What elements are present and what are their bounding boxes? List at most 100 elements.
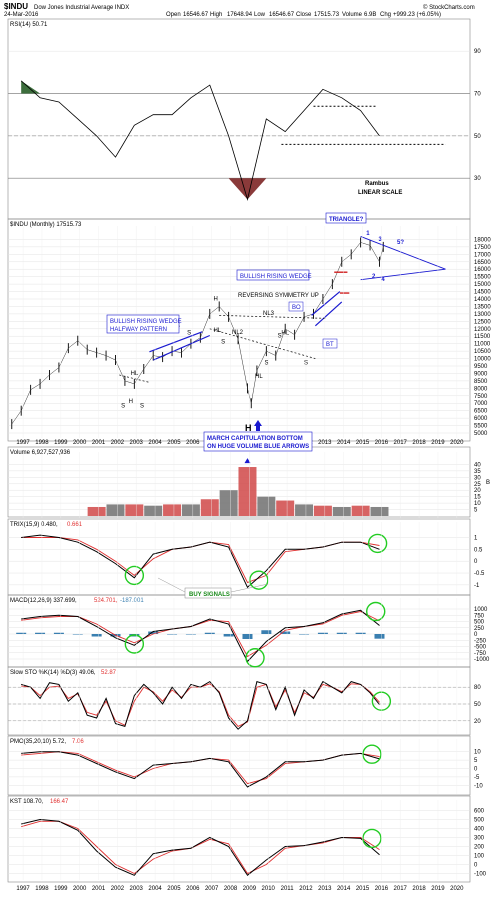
triangle-upper bbox=[360, 236, 446, 270]
recent-wedge-upper bbox=[311, 291, 341, 316]
pmo-y-tick-label: -10 bbox=[474, 783, 483, 789]
wedge-recent-box bbox=[236, 269, 310, 281]
high-label: High bbox=[210, 12, 222, 18]
kst-y-tick-label: 0 bbox=[474, 863, 478, 869]
sto-signal-line bbox=[21, 683, 380, 727]
rambus-label: Rambus bbox=[365, 181, 389, 187]
macd-title: MACD(12,26,9) 337.699, bbox=[10, 598, 77, 604]
volume-y-tick-label: 15 bbox=[474, 495, 481, 501]
higher-low-label: HL bbox=[131, 371, 139, 377]
volume-y-tick-label: 35 bbox=[474, 469, 481, 475]
shoulder-label: S bbox=[140, 404, 144, 410]
kst-panel-frame bbox=[7, 795, 471, 883]
volume-y-tick-label: 5 bbox=[474, 508, 478, 514]
macd-histogram-bar bbox=[35, 632, 46, 634]
open-value: 16546.67 bbox=[183, 12, 209, 18]
macd-histogram-bar bbox=[242, 634, 253, 639]
volume-bar bbox=[106, 504, 125, 516]
kst-y-tick-label: 500 bbox=[474, 818, 485, 824]
capitulation-label-1: MARCH CAPITULATION BOTTOM bbox=[207, 436, 303, 442]
price-y-tick-label: 18000 bbox=[474, 237, 491, 243]
pmo-y-tick-label: 10 bbox=[474, 750, 481, 756]
macd-histogram-bar bbox=[91, 634, 102, 637]
wave-point-label: 1 bbox=[366, 231, 370, 237]
price-y-tick-label: 14500 bbox=[474, 290, 491, 296]
x-tick-label-bottom: 2018 bbox=[412, 886, 426, 892]
volume-bar bbox=[276, 500, 295, 516]
sto-signal-value: 52.87 bbox=[101, 670, 117, 676]
volume-label: Volume bbox=[342, 12, 363, 18]
price-y-tick-label: 5000 bbox=[474, 431, 488, 437]
chart-header: $INDU Dow Jones Industrial Average INDX … bbox=[4, 2, 475, 18]
shoulder-label: S bbox=[278, 334, 282, 340]
macd-histogram-bar bbox=[72, 634, 83, 635]
x-tick-label-price: 2017 bbox=[394, 440, 408, 446]
price-y-tick-label: 15000 bbox=[474, 282, 491, 288]
kst-signal-value: 166.47 bbox=[50, 799, 69, 805]
price-y-tick-label: 5500 bbox=[474, 424, 488, 430]
macd-y-tick-label: -250 bbox=[474, 638, 487, 644]
pmo-signal-line bbox=[21, 751, 380, 785]
panel-titles: RSI(14) 50.71 $INDU (Monthly) 17515.73 V… bbox=[10, 22, 144, 805]
annotations: Rambus LINEAR SCALE TRIANGLE? 5? BULLISH… bbox=[106, 181, 404, 599]
head-label: H bbox=[214, 296, 218, 302]
volume-y-tick-label: 10 bbox=[474, 501, 481, 507]
x-tick-label-price: 2016 bbox=[375, 440, 389, 446]
x-tick-label-bottom: 2013 bbox=[318, 886, 332, 892]
bo-label: BO bbox=[292, 305, 301, 311]
volume-bar bbox=[370, 506, 389, 516]
panel-frames bbox=[7, 18, 471, 883]
triangle-lower bbox=[360, 268, 446, 281]
x-tick-label-price: 1997 bbox=[16, 440, 30, 446]
x-tick-label-price: 2000 bbox=[73, 440, 87, 446]
sto-y-tick-label: 20 bbox=[474, 719, 481, 725]
price-y-tick-label: 10500 bbox=[474, 349, 491, 355]
sto-y-tick-label: 80 bbox=[474, 685, 481, 691]
volume-y-tick-label: 25 bbox=[474, 482, 481, 488]
trix-buy-signal-circle-2 bbox=[249, 570, 269, 590]
blue-arrow-volume bbox=[244, 458, 251, 464]
x-tick-label-bottom: 2011 bbox=[281, 886, 295, 892]
pmo-circle bbox=[362, 744, 382, 764]
macd-histogram-bar bbox=[185, 634, 196, 635]
x-tick-label-bottom: 2014 bbox=[337, 886, 351, 892]
volume-bar bbox=[87, 506, 106, 516]
x-tick-label-price: 1999 bbox=[54, 440, 68, 446]
bt-label: BT bbox=[326, 342, 334, 348]
price-y-tick-label: 6500 bbox=[474, 409, 488, 415]
price-y-tick-label: 13000 bbox=[474, 312, 491, 318]
price-y-tick-label: 8000 bbox=[474, 386, 488, 392]
x-tick-label-price: 2019 bbox=[431, 440, 445, 446]
price-y-tick-label: 15500 bbox=[474, 275, 491, 281]
shoulder-label: S bbox=[121, 404, 125, 410]
trix-y-tick-label: -1 bbox=[474, 583, 480, 589]
kst-main-line bbox=[21, 818, 380, 877]
macd-y-tick-label: 250 bbox=[474, 626, 485, 632]
change-value: +999.23 (+6.05%) bbox=[393, 12, 441, 18]
wave-point-label: 3 bbox=[379, 237, 383, 243]
volume-unit-label: B bbox=[486, 480, 490, 486]
x-tick-label-price: 2001 bbox=[92, 440, 106, 446]
buy-signals-box bbox=[184, 587, 232, 599]
price-y-tick-label: 14000 bbox=[474, 297, 491, 303]
symbol-title: $INDU bbox=[4, 2, 28, 11]
sto-y-tick-label: 50 bbox=[474, 702, 481, 708]
volume-bar bbox=[332, 506, 351, 516]
bt-box bbox=[322, 338, 338, 349]
linear-scale-label: LINEAR SCALE bbox=[358, 190, 402, 196]
price-y-tick-label: 7500 bbox=[474, 394, 488, 400]
trix-buy-signal-circle-1 bbox=[124, 565, 145, 586]
shoulder-label: S bbox=[221, 340, 225, 346]
volume-bar bbox=[313, 505, 332, 516]
kst-y-tick-label: 200 bbox=[474, 845, 485, 851]
close-label: Close bbox=[296, 12, 312, 18]
macd-histogram-bar bbox=[204, 632, 215, 634]
wedge-halfway-label-1: BULLISH RISING WEDGE bbox=[110, 319, 182, 325]
price-y-tick-label: 16000 bbox=[474, 267, 491, 273]
volume-value: 6.9B bbox=[364, 12, 376, 18]
x-tick-label-price: 2004 bbox=[148, 440, 162, 446]
trix-panel-frame bbox=[7, 518, 471, 596]
chart-date: 24-Mar-2016 bbox=[4, 12, 39, 18]
higher-low-label: HL bbox=[255, 374, 263, 380]
